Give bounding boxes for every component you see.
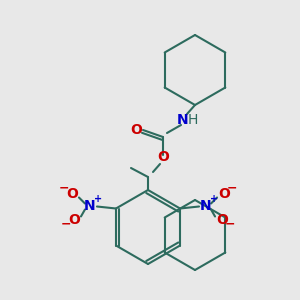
Text: +: + bbox=[210, 194, 218, 205]
Text: +: + bbox=[94, 194, 102, 205]
Text: −: − bbox=[227, 182, 237, 195]
Text: N: N bbox=[177, 113, 189, 127]
Text: O: O bbox=[66, 188, 78, 202]
Text: O: O bbox=[68, 212, 80, 226]
Text: N: N bbox=[84, 200, 96, 214]
Text: O: O bbox=[216, 212, 228, 226]
Text: −: − bbox=[225, 218, 235, 231]
Text: H: H bbox=[188, 113, 198, 127]
Text: O: O bbox=[157, 150, 169, 164]
Text: O: O bbox=[218, 188, 230, 202]
Text: −: − bbox=[61, 218, 71, 231]
Text: N: N bbox=[200, 200, 212, 214]
Text: −: − bbox=[59, 182, 69, 195]
Text: O: O bbox=[130, 123, 142, 137]
